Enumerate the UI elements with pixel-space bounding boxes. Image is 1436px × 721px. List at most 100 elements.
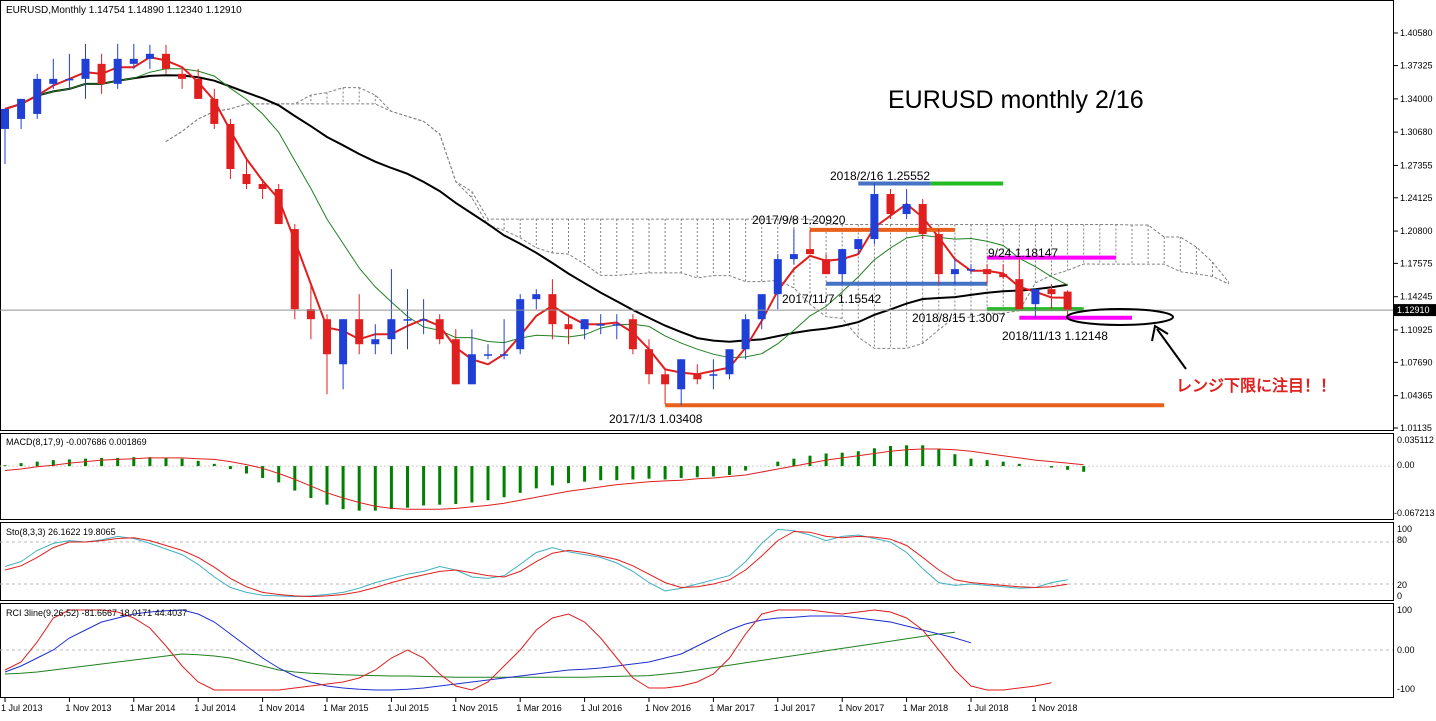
candle xyxy=(886,189,895,220)
price-tick-label: 1.27355 xyxy=(1400,160,1433,170)
candle xyxy=(516,294,525,355)
candle xyxy=(902,189,911,220)
candle xyxy=(194,68,203,99)
candle-body xyxy=(210,98,219,124)
time-tick-label: 1 Jul 2015 xyxy=(387,703,429,713)
candle xyxy=(983,264,992,285)
candle xyxy=(403,289,412,350)
sto-tick-20: 20 xyxy=(1397,580,1407,590)
candle xyxy=(999,264,1008,280)
sto-label: Sto(8,3,3) 26.1622 19.8065 xyxy=(6,527,116,537)
sto-tick-100: 100 xyxy=(1397,524,1412,534)
candle xyxy=(645,339,653,385)
candle xyxy=(226,118,235,180)
candle-body xyxy=(17,98,26,119)
candle xyxy=(709,359,718,390)
candle-body xyxy=(918,204,927,235)
candle-body xyxy=(451,339,460,385)
candle-body xyxy=(419,319,428,321)
main-pane[interactable] xyxy=(0,0,1394,431)
candle xyxy=(435,314,444,345)
candle xyxy=(419,299,428,335)
annotation-2018-08-15: 2018/8/15 1.3007 xyxy=(912,311,1006,325)
candle-body xyxy=(709,374,718,376)
candle xyxy=(532,289,541,310)
candle-body xyxy=(645,349,653,375)
sto-pane[interactable] xyxy=(0,522,1394,601)
candle xyxy=(355,294,364,355)
price-tick-label: 1.40580 xyxy=(1400,28,1433,38)
candle-body xyxy=(129,58,138,64)
candle-body xyxy=(661,374,670,385)
candle xyxy=(838,249,847,284)
candle xyxy=(500,319,509,360)
sto-main-line xyxy=(4,528,1068,598)
candle xyxy=(612,314,621,340)
price-tick-label: 1.14245 xyxy=(1400,292,1433,302)
callout-arrow xyxy=(1156,328,1187,370)
candle xyxy=(1031,289,1040,318)
ichimoku-cloud xyxy=(165,87,1230,349)
time-tick-label: 1 Mar 2015 xyxy=(323,703,369,713)
candle-body xyxy=(49,78,58,84)
candle xyxy=(387,269,396,355)
candle xyxy=(773,254,782,310)
time-tick-label: 1 Jul 2016 xyxy=(581,703,623,713)
candle-body xyxy=(934,234,943,275)
candle xyxy=(934,229,943,285)
candle-body xyxy=(789,254,798,260)
candle-body xyxy=(822,259,831,275)
candle xyxy=(49,58,58,89)
sto-tick-0: 0 xyxy=(1397,591,1402,601)
candle-body xyxy=(97,63,106,84)
candle xyxy=(17,98,26,129)
candle-body xyxy=(741,319,750,350)
candle-body xyxy=(677,359,686,390)
macd-label: MACD(8,17,9) -0.007686 0.001869 xyxy=(6,437,147,447)
macd-pane[interactable] xyxy=(0,433,1394,520)
candle xyxy=(1015,257,1024,310)
cloud-span-b xyxy=(165,103,1229,283)
annotation-2018-02-16: 2018/2/16 1.25552 xyxy=(830,169,930,183)
candlesticks xyxy=(1,43,1072,406)
candle-body xyxy=(693,374,702,380)
candle-body xyxy=(81,58,90,79)
callout-arrow-head xyxy=(1151,324,1169,342)
candle-body xyxy=(612,324,621,326)
candle xyxy=(806,229,814,255)
candle xyxy=(210,88,219,129)
candle-body xyxy=(1,108,9,129)
candle xyxy=(33,73,42,119)
candle xyxy=(789,229,798,265)
candle-body xyxy=(33,78,42,114)
annotation-9-24: 9/24 1.18147 xyxy=(988,246,1058,260)
candle-body xyxy=(1031,289,1040,305)
sto-tick-80: 80 xyxy=(1397,535,1407,545)
candle xyxy=(1,108,9,164)
time-tick-label: 1 Mar 2014 xyxy=(130,703,176,713)
rci-tick-0: 0.00 xyxy=(1397,645,1415,655)
candle-body xyxy=(806,249,814,255)
time-tick-label: 1 Nov 2013 xyxy=(65,703,111,713)
candle-body xyxy=(757,294,766,320)
candle xyxy=(596,314,605,335)
candle-body xyxy=(838,249,847,275)
candle xyxy=(967,264,975,275)
annotation-2017-01-03: 2017/1/3 1.03408 xyxy=(609,412,703,426)
rci-mid-line xyxy=(4,609,972,691)
candle-body xyxy=(983,269,992,275)
macd-signal-line xyxy=(4,448,1084,510)
macd-min-label: -0.067213 xyxy=(1394,508,1435,518)
candle-body xyxy=(194,78,203,99)
ma-mid-line xyxy=(4,68,1068,359)
candle xyxy=(258,179,267,200)
candle-body xyxy=(902,204,911,215)
stochastic-indicator xyxy=(0,528,1393,598)
candle-body xyxy=(532,294,541,300)
time-tick-label: 1 Nov 2018 xyxy=(1031,703,1077,713)
candle xyxy=(1063,290,1072,316)
candle-body xyxy=(516,299,525,350)
time-tick-label: 1 Jul 2018 xyxy=(967,703,1009,713)
candle-body xyxy=(290,229,299,310)
